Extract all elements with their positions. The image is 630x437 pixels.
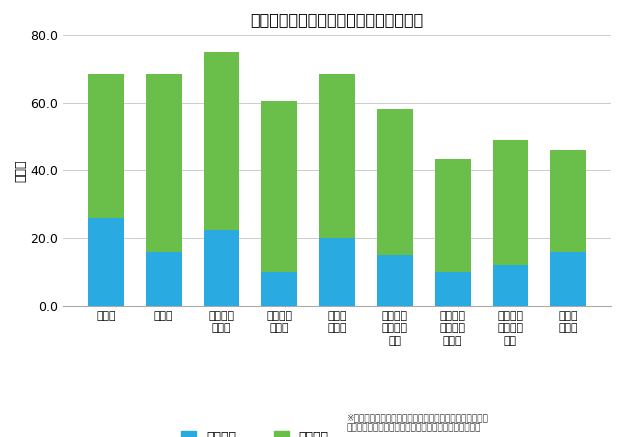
- Bar: [319, 238, 355, 306]
- Bar: [551, 150, 586, 252]
- Bar: [261, 272, 297, 306]
- Bar: [146, 252, 181, 306]
- Text: ※こども家庭庁「送迎用バスに対する安全装置の装備状況
の調査結果について」をもとにハフポスト日本版が作成: ※こども家庭庁「送迎用バスに対する安全装置の装備状況 の調査結果について」をもと…: [346, 413, 488, 433]
- Bar: [261, 101, 297, 272]
- Bar: [203, 52, 239, 230]
- Bar: [377, 255, 413, 306]
- Bar: [435, 272, 471, 306]
- Bar: [203, 230, 239, 306]
- Title: ６月末時点の設置完了、設置予定の割合: ６月末時点の設置完了、設置予定の割合: [251, 12, 423, 27]
- Bar: [88, 74, 123, 218]
- Bar: [435, 159, 471, 272]
- Bar: [146, 74, 181, 252]
- Bar: [493, 265, 529, 306]
- Bar: [551, 252, 586, 306]
- Y-axis label: （％）: （％）: [14, 159, 27, 182]
- Bar: [377, 109, 413, 255]
- Bar: [493, 140, 529, 265]
- Legend: 設置した, 設置予定: 設置した, 設置予定: [176, 426, 334, 437]
- Bar: [319, 74, 355, 238]
- Bar: [88, 218, 123, 306]
